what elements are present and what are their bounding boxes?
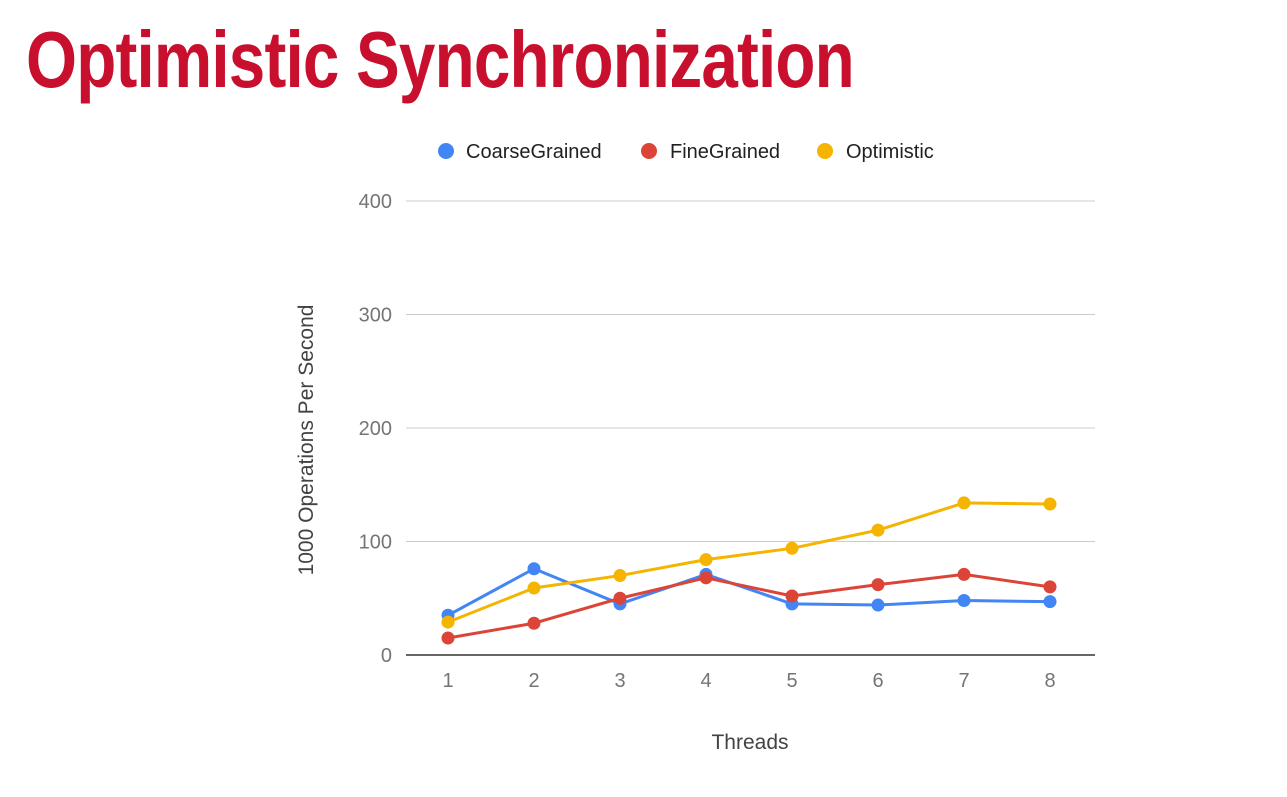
gridlines [406, 200, 1095, 542]
y-tick-label: 200 [359, 418, 392, 440]
data-point [441, 631, 455, 645]
data-point [527, 562, 541, 576]
x-tick-label: 2 [528, 670, 539, 692]
data-point [699, 571, 713, 585]
data-point [527, 616, 541, 630]
data-point [957, 567, 971, 581]
x-tick-label: 8 [1044, 670, 1055, 692]
data-point [613, 569, 627, 583]
legend-label: FineGrained [670, 141, 780, 163]
legend-label: Optimistic [846, 141, 934, 163]
legend-marker [641, 143, 657, 159]
y-tick-label: 100 [359, 532, 392, 554]
data-point [1043, 595, 1057, 609]
series-line [447, 572, 1051, 640]
data-point [785, 589, 799, 603]
x-tick-label: 1 [442, 670, 453, 692]
y-tick-label: 0 [381, 645, 392, 667]
x-tick-label: 4 [700, 670, 711, 692]
legend-item-coarsegrained: CoarseGrained [438, 141, 602, 163]
data-point [527, 581, 541, 595]
data-point [699, 553, 713, 567]
legend-label: CoarseGrained [466, 141, 602, 163]
slide-title: Optimistic Synchronization [26, 15, 855, 104]
series-line [447, 501, 1051, 624]
data-point [785, 541, 799, 555]
series-finegrained [441, 567, 1057, 645]
data-point [957, 496, 971, 510]
series-optimistic [441, 496, 1057, 629]
legend: CoarseGrained FineGrained Optimistic [438, 141, 934, 163]
y-tick-label: 300 [359, 305, 392, 327]
x-tick-label: 6 [872, 670, 883, 692]
y-axis-title: 1000 Operations Per Second [295, 305, 318, 576]
legend-item-finegrained: FineGrained [641, 141, 780, 163]
data-point [871, 578, 885, 592]
data-point [441, 615, 455, 629]
x-axis-title: Threads [711, 731, 788, 754]
x-tick-label: 7 [958, 670, 969, 692]
legend-marker [438, 143, 454, 159]
legend-marker [817, 143, 833, 159]
legend-item-optimistic: Optimistic [817, 141, 934, 163]
y-tick-label: 400 [359, 191, 392, 213]
x-tick-label: 3 [614, 670, 625, 692]
data-point [1043, 580, 1057, 594]
series-group [441, 496, 1057, 645]
axes: 0 100 200 300 400 1 2 3 4 5 6 7 8 [359, 191, 1095, 692]
data-point [957, 594, 971, 608]
data-point [871, 523, 885, 537]
data-point [613, 591, 627, 605]
series-line [447, 567, 1051, 617]
data-point [1043, 497, 1057, 511]
x-tick-label: 5 [786, 670, 797, 692]
data-point [871, 598, 885, 612]
